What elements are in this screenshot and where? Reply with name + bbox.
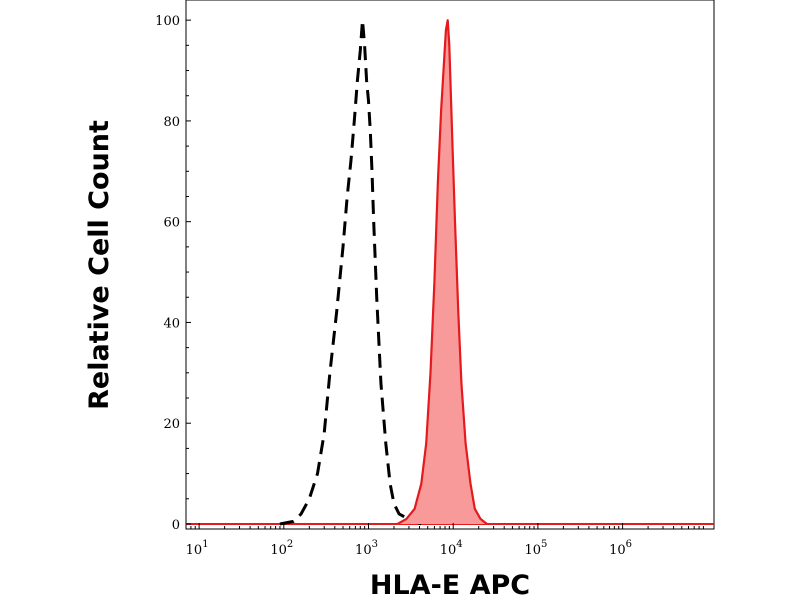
series-2-fill (397, 20, 487, 524)
x-tick-label: 103 (355, 539, 378, 558)
x-tick-label: 101 (186, 539, 209, 558)
y-tick-label: 40 (163, 316, 180, 331)
x-tick-label: 105 (524, 539, 547, 558)
y-tick-label: 20 (163, 417, 180, 432)
x-axis: 101 102 103 104 105 106 (185, 523, 704, 558)
x-axis-title: HLA-E APC (370, 570, 530, 600)
series-1-line (279, 18, 422, 526)
y-axis: 0 20 40 60 80 100 (155, 14, 191, 533)
x-tick-label: 102 (270, 539, 293, 558)
series-2-line (396, 19, 488, 525)
y-tick-label: 60 (163, 216, 180, 231)
y-tick-label: 0 (172, 518, 180, 533)
x-tick-label: 106 (609, 539, 632, 558)
y-axis-title: Relative Cell Count (84, 120, 115, 410)
plot-frame (185, 0, 715, 530)
y-tick-label: 80 (163, 115, 180, 130)
x-tick-label: 104 (440, 539, 463, 558)
series-layer (186, 18, 714, 526)
y-tick-label: 100 (155, 14, 180, 29)
